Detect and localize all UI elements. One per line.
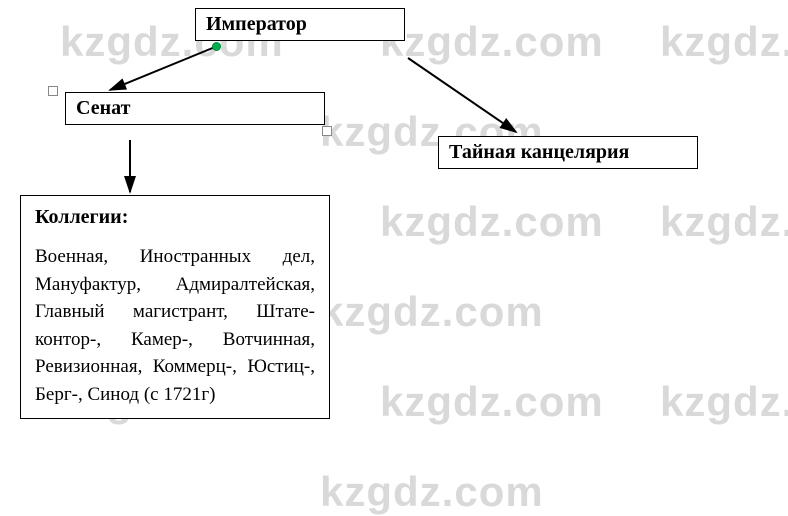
- senate-label: Сенат: [76, 97, 130, 119]
- watermark-text: kzgdz.com: [660, 378, 788, 426]
- watermark-text: kzgdz.com: [380, 18, 604, 66]
- watermark-text: kzgdz.com: [660, 18, 788, 66]
- secret-label: Тайная канцелярия: [449, 141, 629, 163]
- watermark-text: kzgdz.com: [380, 198, 604, 246]
- watermark-text: kzgdz.com: [380, 378, 604, 426]
- watermark-text: kzgdz.com: [320, 288, 544, 336]
- kollegii-body: Военная, Иностранных дел, Мануфактур, Ад…: [35, 243, 315, 408]
- edge-arrow: [408, 58, 516, 132]
- node-emperor: Император: [195, 8, 405, 41]
- node-senate: Сенат: [65, 92, 325, 125]
- node-kollegii: Коллегии: Военная, Иностранных дел, Ману…: [20, 195, 330, 419]
- selection-anchor-icon: [48, 86, 58, 96]
- edge-arrow: [110, 47, 215, 90]
- emperor-label: Император: [206, 13, 307, 35]
- selection-anchor-icon: [322, 126, 332, 136]
- kollegii-title: Коллегии:: [35, 206, 315, 229]
- rotation-handle-icon: [212, 42, 221, 51]
- node-secret-chancellery: Тайная канцелярия: [438, 136, 698, 169]
- watermark-text: kzgdz.com: [320, 468, 544, 516]
- watermark-text: kzgdz.com: [660, 198, 788, 246]
